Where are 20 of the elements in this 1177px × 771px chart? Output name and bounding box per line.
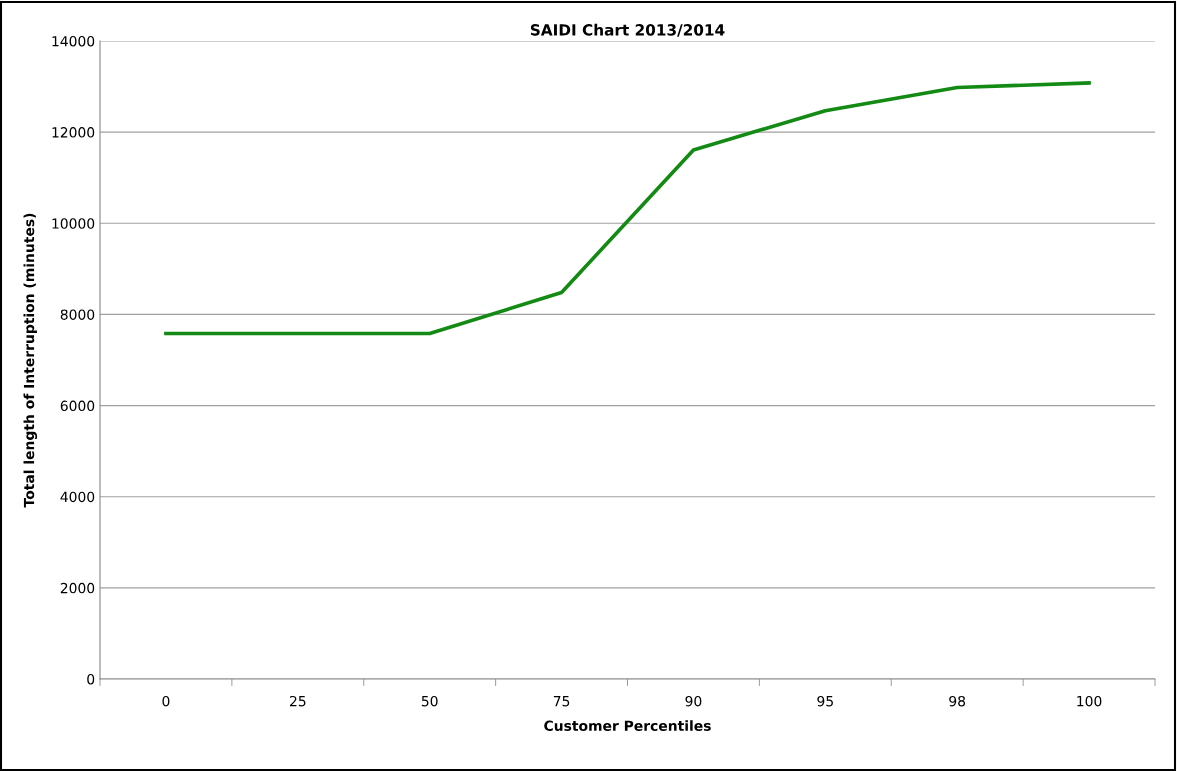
x-tick-label: 90 [685,695,702,707]
line-series [164,81,1091,336]
x-tick-label: 100 [1077,695,1102,707]
y-tick-label: 12000 [52,127,95,138]
x-tick-label: 75 [553,696,570,707]
y-tick-label: 2000 [60,582,95,594]
y-tick-label: 0 [87,673,95,685]
chart-title: SAIDI Chart 2013/2014 [530,23,725,37]
x-tick-label: 50 [421,695,438,707]
y-tick-label: 4000 [60,491,95,503]
y-tick-label: 10000 [52,218,95,229]
y-axis-title: Total length of Interruption (minutes) [23,213,38,508]
x-axis-title: Customer Percentiles [544,720,711,731]
y-tick-label: 14000 [52,35,95,47]
x-tick-label: 25 [289,695,306,707]
x-tick-label: 95 [817,695,833,707]
y-tick-label: 6000 [60,400,95,412]
x-tick-label: 0 [162,695,170,707]
y-tick-label: 8000 [60,309,95,320]
x-tick-label: 98 [949,695,966,707]
